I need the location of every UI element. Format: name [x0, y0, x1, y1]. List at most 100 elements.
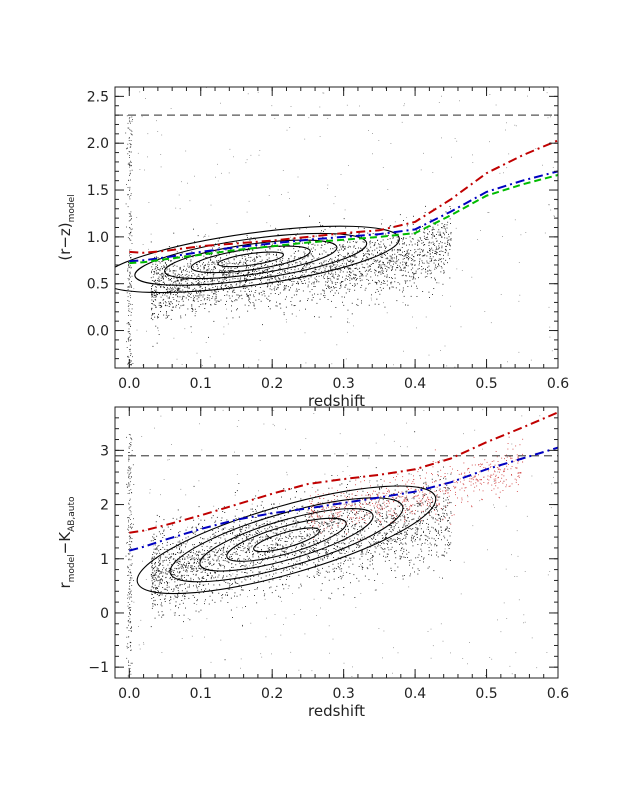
scatter-point	[389, 560, 390, 561]
scatter-point	[407, 251, 408, 252]
scatter-point	[153, 552, 154, 553]
scatter-point	[375, 282, 376, 283]
scatter-point	[344, 549, 345, 550]
scatter-point	[318, 502, 319, 503]
scatter-point	[360, 510, 361, 511]
scatter-point	[404, 251, 405, 252]
scatter-point	[194, 275, 195, 276]
scatter-point	[404, 256, 405, 257]
scatter-point	[364, 228, 365, 229]
scatter-point	[254, 271, 255, 272]
scatter-point	[309, 264, 310, 265]
scatter-point	[130, 295, 131, 296]
scatter-point	[304, 278, 305, 279]
scatter-point	[309, 216, 310, 217]
scatter-point	[131, 212, 132, 213]
scatter-point	[409, 253, 410, 254]
scatter-point	[203, 578, 204, 579]
scatter-point	[300, 536, 301, 537]
scatter-point	[129, 253, 130, 254]
scatter-point	[364, 255, 365, 256]
scatter-point	[205, 264, 206, 265]
scatter-point	[267, 273, 268, 274]
scatter-point	[429, 248, 430, 249]
scatter-point	[226, 551, 227, 552]
scatter-point	[234, 268, 235, 269]
scatter-point	[302, 283, 303, 284]
scatter-point	[378, 544, 379, 545]
scatter-point	[379, 265, 380, 266]
scatter-point	[405, 262, 406, 263]
scatter-point	[168, 315, 169, 316]
scatter-point	[325, 295, 326, 296]
scatter-point	[382, 219, 383, 220]
scatter-point	[183, 603, 184, 604]
scatter-point	[361, 554, 362, 555]
scatter-point	[275, 568, 276, 569]
scatter-point	[293, 277, 294, 278]
scatter-point	[440, 254, 441, 255]
scatter-point	[319, 107, 320, 108]
scatter-point	[191, 332, 192, 333]
scatter-point	[247, 237, 248, 238]
scatter-point	[160, 274, 161, 275]
scatter-point	[127, 364, 128, 365]
scatter-point	[250, 257, 251, 258]
scatter-point	[218, 260, 219, 261]
scatter-point	[337, 282, 338, 283]
scatter-point	[438, 229, 439, 230]
scatter-point	[191, 304, 192, 305]
scatter-point	[346, 359, 347, 360]
scatter-point	[239, 521, 240, 522]
scatter-point	[224, 295, 225, 296]
scatter-point	[213, 269, 214, 270]
scatter-point	[271, 289, 272, 290]
scatter-point	[128, 286, 129, 287]
scatter-point	[228, 273, 229, 274]
scatter-point	[342, 263, 343, 264]
scatter-point	[366, 270, 367, 271]
scatter-point	[339, 288, 340, 289]
scatter-point	[451, 232, 452, 233]
scatter-point	[277, 306, 278, 307]
scatter-point	[203, 304, 204, 305]
scatter-point	[162, 537, 163, 538]
scatter-point	[249, 299, 250, 300]
scatter-point	[223, 549, 224, 550]
scatter-point	[423, 153, 424, 154]
scatter-point	[250, 266, 251, 267]
scatter-point	[248, 289, 249, 290]
scatter-point	[349, 274, 350, 275]
scatter-point	[276, 280, 277, 281]
scatter-point	[201, 295, 202, 296]
scatter-point	[368, 280, 369, 281]
scatter-point	[276, 538, 277, 539]
scatter-point	[128, 322, 129, 323]
scatter-point	[306, 261, 307, 262]
scatter-point	[160, 564, 161, 565]
scatter-point	[433, 234, 434, 235]
scatter-point	[233, 526, 234, 527]
scatter-point	[223, 281, 224, 282]
scatter-point	[430, 270, 431, 271]
scatter-point	[340, 520, 341, 521]
scatter-point	[172, 525, 173, 526]
scatter-point	[245, 263, 246, 264]
scatter-point	[151, 567, 152, 568]
scatter-point	[296, 291, 297, 292]
scatter-point	[131, 140, 132, 141]
scatter-point	[406, 262, 407, 263]
scatter-point	[360, 280, 361, 281]
scatter-point	[227, 548, 228, 549]
scatter-point	[390, 282, 391, 283]
scatter-point	[155, 600, 156, 601]
scatter-point	[309, 550, 310, 551]
scatter-point	[390, 256, 391, 257]
scatter-point	[432, 238, 433, 239]
scatter-point	[167, 545, 168, 546]
scatter-point	[339, 250, 340, 251]
scatter-point	[374, 261, 375, 262]
scatter-point	[438, 249, 439, 250]
scatter-point	[345, 560, 346, 561]
scatter-point	[383, 283, 384, 284]
